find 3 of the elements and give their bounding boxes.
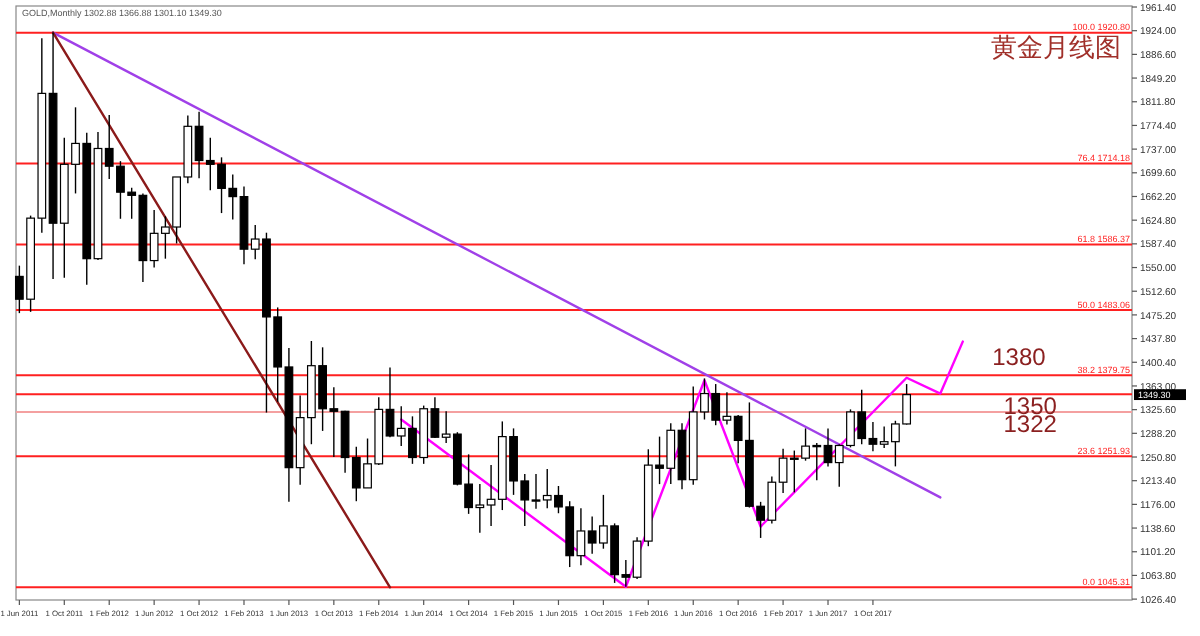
line-series: [400, 340, 964, 588]
annotation: 1380: [992, 343, 1047, 372]
text: 黄金月线图: [991, 32, 1121, 62]
